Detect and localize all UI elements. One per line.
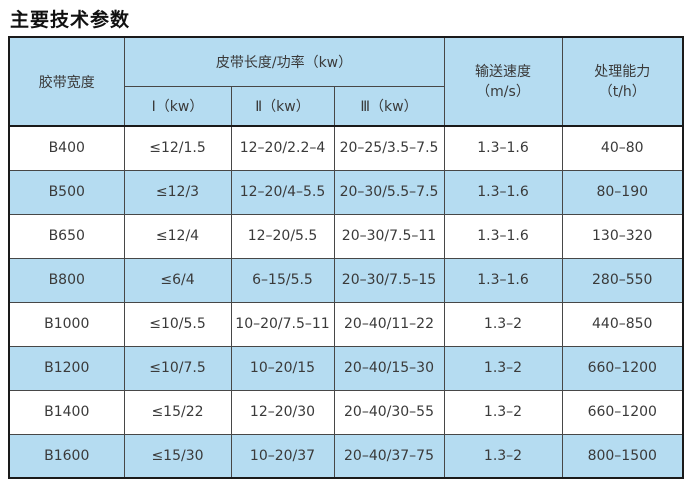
value-cell: 1.3–1.6	[443, 125, 563, 171]
value-cell: 1.3–2	[443, 345, 563, 391]
header-power-col-3: Ⅲ（kw）	[333, 85, 445, 127]
table-row: B1600 ≤15/30 10–20/37 20–40/37–75 1.3–2 800–1…	[8, 433, 684, 479]
header-speed-label: 输送速度	[475, 63, 531, 80]
row-label-cell: B650	[8, 213, 125, 259]
header-belt-width: 胶带宽度	[8, 36, 125, 127]
page-title: 主要技术参数	[10, 9, 131, 31]
row-label-cell: B1600	[8, 433, 125, 479]
value-cell: 6–15/5.5	[230, 257, 335, 303]
header-power-col-2: Ⅱ（kw）	[230, 85, 335, 127]
header-capacity-label: 处理能力	[594, 63, 651, 80]
value-cell: 20–25/3.5–7.5	[333, 125, 445, 171]
header-power-col-1: Ⅰ（kw）	[123, 85, 232, 127]
header-capacity: 处理能力 （t/h）	[561, 36, 684, 127]
table-row: B800 ≤6/4 6–15/5.5 20–30/7.5–15 1.3–1.6 280–5…	[8, 257, 684, 303]
value-cell: 20–30/5.5–7.5	[333, 169, 445, 215]
value-cell: 20–40/37–75	[333, 433, 445, 479]
value-cell: ≤15/30	[123, 433, 232, 479]
value-cell: 12–20/5.5	[230, 213, 335, 259]
value-cell: ≤10/7.5	[123, 345, 232, 391]
value-cell: 20–30/7.5–15	[333, 257, 445, 303]
value-cell: 660–1200	[561, 389, 684, 435]
value-cell: 1.3–2	[443, 301, 563, 347]
value-cell: 1.3–2	[443, 389, 563, 435]
row-label-cell: B800	[8, 257, 125, 303]
value-cell: 12–20/4–5.5	[230, 169, 335, 215]
value-cell: 20–30/7.5–11	[333, 213, 445, 259]
value-cell: ≤15/22	[123, 389, 232, 435]
value-cell: 80–190	[561, 169, 684, 215]
value-cell: ≤6/4	[123, 257, 232, 303]
table-row: B650 ≤12/4 12–20/5.5 20–30/7.5–11 1.3–1.6 130…	[8, 213, 684, 259]
row-label-cell: B1400	[8, 389, 125, 435]
value-cell: 440–850	[561, 301, 684, 347]
value-cell: 1.3–2	[443, 433, 563, 479]
value-cell: 280–550	[561, 257, 684, 303]
value-cell: 12–20/2.2–4	[230, 125, 335, 171]
spec-table: 胶带宽度 皮带长度/功率（kw） 输送速度 （m/s） 处理能力 （t/h） Ⅰ…	[8, 36, 684, 479]
row-label-cell: B500	[8, 169, 125, 215]
value-cell: 20–40/30–55	[333, 389, 445, 435]
value-cell: 1.3–1.6	[443, 169, 563, 215]
header-capacity-unit: （t/h）	[598, 83, 646, 100]
value-cell: 10–20/7.5–11	[230, 301, 335, 347]
value-cell: 660–1200	[561, 345, 684, 391]
row-label-cell: B1200	[8, 345, 125, 391]
value-cell: ≤12/3	[123, 169, 232, 215]
row-label-cell: B400	[8, 125, 125, 171]
table-row: B1200 ≤10/7.5 10–20/15 20–40/15–30 1.3–2 660–…	[8, 345, 684, 391]
value-cell: 1.3–1.6	[443, 257, 563, 303]
value-cell: 20–40/15–30	[333, 345, 445, 391]
table-body: B400 ≤12/1.5 12–20/2.2–4 20–25/3.5–7.5 1.3–1…	[8, 125, 684, 479]
value-cell: 12–20/30	[230, 389, 335, 435]
table-header: 胶带宽度 皮带长度/功率（kw） 输送速度 （m/s） 处理能力 （t/h） Ⅰ…	[8, 36, 684, 127]
value-cell: ≤12/4	[123, 213, 232, 259]
value-cell: 10–20/15	[230, 345, 335, 391]
value-cell: 800–1500	[561, 433, 684, 479]
value-cell: ≤12/1.5	[123, 125, 232, 171]
value-cell: 130–320	[561, 213, 684, 259]
value-cell: 20–40/11–22	[333, 301, 445, 347]
value-cell: 40–80	[561, 125, 684, 171]
header-speed-unit: （m/s）	[476, 83, 530, 100]
table-row: B1400 ≤15/22 12–20/30 20–40/30–55 1.3–2 660–1…	[8, 389, 684, 435]
row-label-cell: B1000	[8, 301, 125, 347]
table-row: B500 ≤12/3 12–20/4–5.5 20–30/5.5–7.5 1.3–1.6…	[8, 169, 684, 215]
table-row: B400 ≤12/1.5 12–20/2.2–4 20–25/3.5–7.5 1.3–1…	[8, 125, 684, 171]
value-cell: 1.3–1.6	[443, 213, 563, 259]
value-cell: 10–20/37	[230, 433, 335, 479]
table-row: B1000 ≤10/5.5 10–20/7.5–11 20–40/11–22 1.3–2…	[8, 301, 684, 347]
header-length-power: 皮带长度/功率（kw）	[123, 36, 445, 87]
header-speed: 输送速度 （m/s）	[443, 36, 563, 127]
value-cell: ≤10/5.5	[123, 301, 232, 347]
